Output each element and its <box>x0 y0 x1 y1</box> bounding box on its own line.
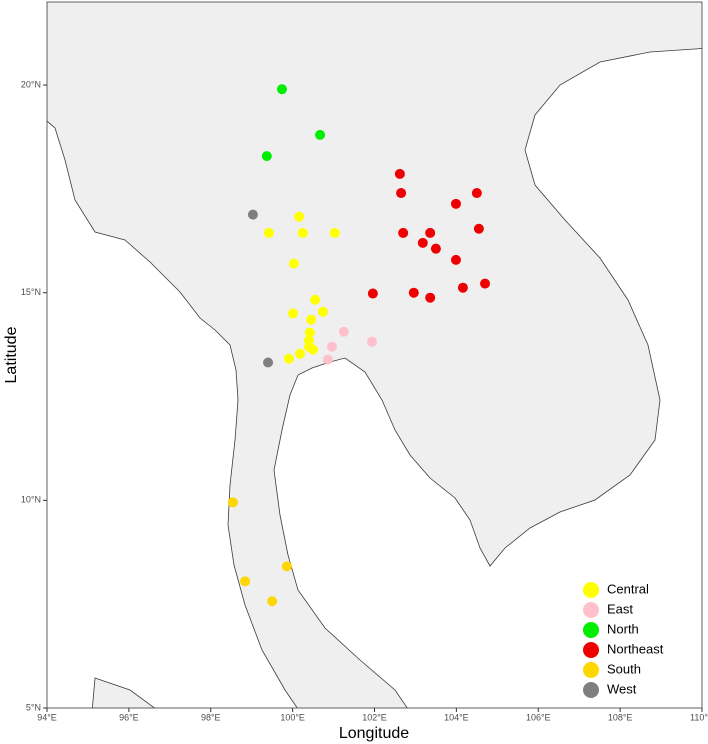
x-tick-label: 106°E <box>526 712 551 722</box>
x-tick-label: 108°E <box>608 712 633 722</box>
point <box>329 227 340 238</box>
point <box>480 278 491 289</box>
legend-label: East <box>607 601 633 616</box>
point <box>247 209 258 220</box>
x-axis-title: Longitude <box>339 725 409 742</box>
x-tick-label: 94°E <box>37 712 57 722</box>
legend-swatch <box>583 642 599 658</box>
point <box>294 348 305 359</box>
legend-label: North <box>607 621 639 636</box>
point <box>473 223 484 234</box>
x-tick-label: 100°E <box>280 712 305 722</box>
point <box>263 357 274 368</box>
point <box>394 168 405 179</box>
legend-label: Northeast <box>607 641 664 656</box>
point <box>227 497 238 508</box>
legend-swatch <box>583 662 599 678</box>
point <box>408 287 419 298</box>
point <box>240 576 251 587</box>
point <box>261 151 272 162</box>
point <box>304 327 315 338</box>
y-tick-label: 5°N <box>26 702 41 712</box>
point <box>450 198 461 209</box>
x-tick-label: 104°E <box>444 712 469 722</box>
point <box>294 211 305 222</box>
point <box>471 188 482 199</box>
point <box>288 258 299 269</box>
point <box>281 561 292 572</box>
point <box>425 227 436 238</box>
x-tick-label: 102°E <box>362 712 387 722</box>
y-tick-label: 10°N <box>21 495 41 505</box>
point <box>283 353 294 364</box>
y-axis-title: Latitude <box>3 326 20 383</box>
point <box>297 227 308 238</box>
point <box>425 292 436 303</box>
point <box>276 84 287 95</box>
point <box>450 254 461 265</box>
point <box>430 243 441 254</box>
y-tick-label: 20°N <box>21 79 41 89</box>
legend-label: South <box>607 661 641 676</box>
legend-label: West <box>607 681 637 696</box>
point <box>308 344 319 355</box>
legend-swatch <box>583 582 599 598</box>
point <box>398 227 409 238</box>
point <box>267 596 278 607</box>
point <box>457 282 468 293</box>
x-tick-label: 98°E <box>201 712 221 722</box>
point <box>322 354 333 365</box>
legend-swatch <box>583 602 599 618</box>
land <box>47 2 702 708</box>
point <box>306 314 317 325</box>
point <box>326 341 337 352</box>
point <box>417 237 428 248</box>
point <box>338 326 349 337</box>
x-tick-label: 110°E <box>690 712 708 722</box>
x-tick-label: 96°E <box>119 712 139 722</box>
point <box>288 308 299 319</box>
point <box>263 227 274 238</box>
point <box>310 294 321 305</box>
point <box>367 288 378 299</box>
legend-swatch <box>583 622 599 638</box>
legend-label: Central <box>607 581 649 596</box>
point <box>317 306 328 317</box>
point <box>396 188 407 199</box>
point <box>367 336 378 347</box>
legend-swatch <box>583 682 599 698</box>
y-tick-label: 15°N <box>21 287 41 297</box>
point <box>315 129 326 140</box>
